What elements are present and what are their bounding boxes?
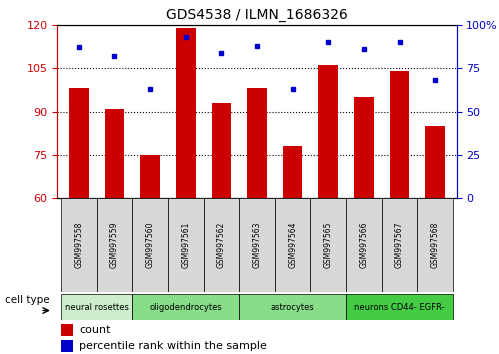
Text: GSM997563: GSM997563 — [252, 222, 261, 268]
Bar — [132, 198, 168, 292]
Text: GSM997564: GSM997564 — [288, 222, 297, 268]
Text: GSM997562: GSM997562 — [217, 222, 226, 268]
Title: GDS4538 / ILMN_1686326: GDS4538 / ILMN_1686326 — [166, 8, 348, 22]
Bar — [176, 28, 196, 198]
Text: GSM997568: GSM997568 — [431, 222, 440, 268]
Bar — [61, 198, 97, 292]
Bar — [239, 198, 275, 292]
Text: count: count — [79, 325, 111, 336]
Text: GSM997567: GSM997567 — [395, 222, 404, 268]
Bar — [275, 198, 310, 292]
Bar — [204, 198, 239, 292]
Bar — [239, 294, 346, 320]
Text: astrocytes: astrocytes — [271, 303, 314, 312]
Text: GSM997559: GSM997559 — [110, 222, 119, 268]
Bar — [382, 198, 417, 292]
Bar — [354, 97, 374, 198]
Bar — [212, 103, 231, 198]
Bar — [247, 88, 267, 198]
Bar — [425, 126, 445, 198]
Bar — [61, 324, 73, 336]
Text: cell type: cell type — [4, 295, 49, 305]
Bar — [97, 198, 132, 292]
Text: GSM997565: GSM997565 — [324, 222, 333, 268]
Bar — [132, 294, 239, 320]
Text: GSM997560: GSM997560 — [146, 222, 155, 268]
Bar — [346, 198, 382, 292]
Bar — [283, 146, 302, 198]
Bar — [310, 198, 346, 292]
Text: GSM997561: GSM997561 — [181, 222, 190, 268]
Bar — [140, 155, 160, 198]
Bar — [61, 340, 73, 353]
Bar — [61, 294, 132, 320]
Text: percentile rank within the sample: percentile rank within the sample — [79, 341, 267, 352]
Bar — [69, 88, 89, 198]
Bar — [105, 109, 124, 198]
Bar — [417, 198, 453, 292]
Bar — [318, 65, 338, 198]
Bar — [390, 71, 409, 198]
Bar — [168, 198, 204, 292]
Bar — [346, 294, 453, 320]
Text: neurons CD44- EGFR-: neurons CD44- EGFR- — [354, 303, 445, 312]
Text: GSM997558: GSM997558 — [74, 222, 83, 268]
Text: GSM997566: GSM997566 — [359, 222, 368, 268]
Text: neural rosettes: neural rosettes — [65, 303, 129, 312]
Text: oligodendrocytes: oligodendrocytes — [149, 303, 222, 312]
